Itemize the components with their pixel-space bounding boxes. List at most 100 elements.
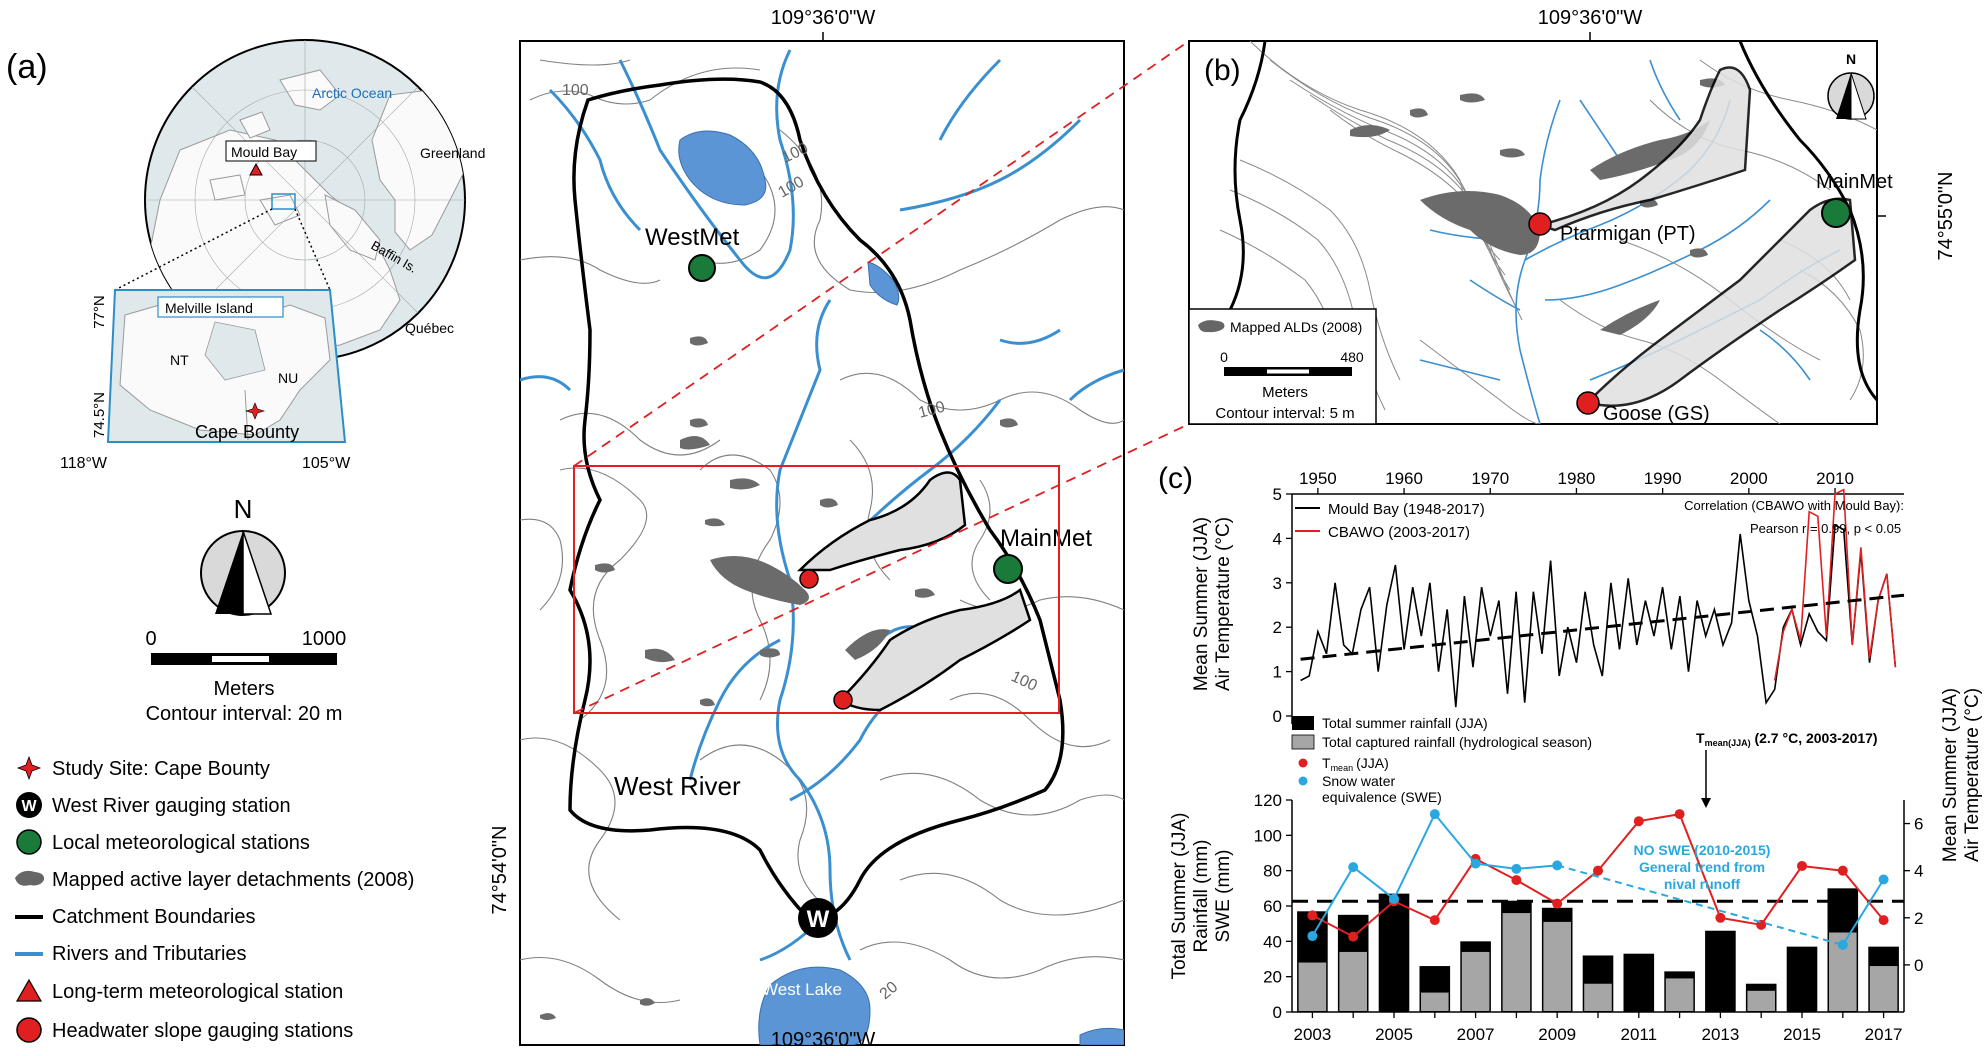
legend-label: Mapped active layer detachments (2008) — [52, 869, 414, 891]
panel-b: 109°36'0"W — [1188, 7, 1957, 425]
legend-label: Headwater slope gauging stations — [52, 1020, 353, 1042]
captured-rainfall-bar — [1339, 951, 1367, 1011]
panel-b-right-coordinate: 74°55'0"N — [1935, 172, 1957, 261]
panel-b-goose-icon — [1576, 391, 1600, 415]
cbawo-series-line — [1773, 488, 1897, 681]
west-lake-label: West Lake — [762, 980, 842, 999]
panel-b-mainmet-label: MainMet — [1816, 171, 1893, 193]
tmean-sub: mean — [1331, 763, 1354, 773]
main-map-bottom-coordinate: 109°36'0"W — [771, 1029, 876, 1051]
x-tick-label: 2017 — [1865, 1025, 1903, 1044]
right-tick-label: 4 — [1914, 862, 1923, 881]
tmean-t: T — [1322, 755, 1331, 771]
y-tick-label: 3 — [1273, 574, 1282, 593]
met-station-icon — [16, 829, 42, 855]
captured-legend-swatch — [1291, 734, 1315, 750]
panel-b-extent-box — [573, 465, 1060, 714]
zoom-connector-top — [573, 40, 1190, 467]
captured-rainfall-bar — [1502, 913, 1531, 1011]
zoom-connector-bottom — [573, 423, 1190, 714]
legend-label: Total summer rainfall (JJA) — [1322, 715, 1488, 731]
legend-label: West River gauging station — [52, 795, 291, 817]
mould-bay-label: Mould Bay — [231, 144, 297, 160]
mainmet-station-icon — [993, 554, 1023, 584]
legend-label: Tmean (JJA) — [1322, 755, 1389, 773]
cape-bounty-star-icon — [244, 402, 266, 420]
lat-77-label: 77°N — [91, 295, 108, 329]
tmean-note-sub: mean(JJA) — [1705, 738, 1751, 748]
x-tick-label: 1990 — [1644, 469, 1682, 488]
temperature-chart: 1950 1960 1970 1980 1990 2000 2010 0 1 2 3 4 5 — [1273, 469, 1905, 726]
swe-note-line: General trend from — [1639, 859, 1765, 875]
legend-label: Local meteorological stations — [52, 832, 310, 854]
legend-label: Total captured rainfall (hydrological se… — [1322, 734, 1592, 750]
legend-label: equivalence (SWE) — [1322, 789, 1442, 805]
y-tick-label: 0 — [1273, 707, 1282, 726]
nt-label: NT — [170, 352, 189, 368]
top-chart-axis-title: Mean Summer (JJA) Air Temperature (°C) — [1191, 517, 1234, 691]
tmean-point — [1674, 809, 1685, 820]
correlation-line-1: Correlation (CBAWO with Mould Bay): — [1684, 498, 1904, 513]
axis-title-line: Air Temperature (°C) — [1962, 688, 1983, 862]
left-tick-label: 0 — [1273, 1003, 1282, 1022]
rainfall-legend-swatch — [1292, 716, 1314, 730]
ptarmigan-catchment — [796, 471, 967, 572]
lon-118-label: 118°W — [60, 455, 108, 472]
x-tick-label: 2013 — [1701, 1025, 1739, 1044]
x-tick-label: 1970 — [1471, 469, 1509, 488]
swe-point — [1307, 931, 1318, 942]
panel-b-contour-label: Contour interval: 5 m — [1215, 405, 1354, 422]
captured-rainfall-bar — [1747, 990, 1775, 1011]
x-tick-label: 2000 — [1730, 469, 1768, 488]
tmean-point — [1797, 860, 1807, 871]
ptarmigan-label: Ptarmigan (PT) — [1560, 223, 1696, 245]
captured-rainfall-bar — [1584, 983, 1612, 1011]
tmean-point — [1878, 915, 1889, 926]
main-map-top-coordinate: 109°36'0"W — [771, 7, 876, 29]
ptarmigan-station-icon — [799, 569, 819, 589]
tmean-point — [1429, 915, 1440, 926]
panel-c: (c) Mean Summer (JJA) Air Temperature (°… — [1158, 462, 1983, 1044]
legend-label: Mould Bay (1948-2017) — [1328, 501, 1485, 518]
swe-note-line: nival runoff — [1664, 876, 1741, 892]
nu-label: NU — [278, 370, 298, 386]
panel-b-scale-unit: Meters — [1262, 384, 1308, 401]
x-tick-label: 2007 — [1457, 1025, 1495, 1044]
axis-title-line: Total Summer (JJA) — [1169, 813, 1190, 980]
tmean-point — [1307, 910, 1318, 921]
rainfall-bar — [1378, 893, 1410, 1012]
panel-b-alds — [1350, 78, 1725, 335]
bottom-chart-legend: Total summer rainfall (JJA) Total captur… — [1291, 715, 1592, 805]
captured-rainfall-bar — [1461, 951, 1490, 1011]
tmean-annotation: Tmean(JJA) (2.7 °C, 2003-2017) — [1696, 730, 1878, 748]
ald-icon — [1198, 320, 1225, 333]
scale-max-label: 1000 — [302, 628, 347, 650]
x-tick-label: 1980 — [1558, 469, 1596, 488]
rainfall-swe-chart: 0 20 40 60 80 100 120 0 2 4 6 2003 2005 2007 2009 2011 2… — [1254, 791, 1924, 1044]
left-tick-label: 60 — [1263, 897, 1282, 916]
swe-gap-line — [1556, 864, 1844, 946]
tmean-point — [1552, 898, 1563, 909]
x-tick-label: 2010 — [1816, 469, 1854, 488]
panel-a: (a) Arctic Ocean Greenland Baffin Is. — [6, 39, 485, 1043]
trend-line — [1300, 593, 1905, 661]
axis-title-line: Mean Summer (JJA) — [1940, 688, 1961, 862]
lon-105-label: 105°W — [302, 455, 351, 472]
legend-label: Snow water — [1322, 773, 1395, 789]
swe-note-line: NO SWE (2010-2015) — [1634, 842, 1771, 858]
legend-label: Study Site: Cape Bounty — [52, 758, 270, 780]
axis-title-line: SWE (mm) — [1213, 850, 1234, 943]
panel-b-ptarmigan-catchment — [1535, 66, 1752, 232]
slope-station-icon — [16, 1017, 42, 1043]
captured-rainfall-bar — [1298, 962, 1327, 1011]
x-tick-label: 2009 — [1538, 1025, 1576, 1044]
left-tick-label: 100 — [1254, 826, 1282, 845]
tmean-tail: (JJA) — [1356, 755, 1389, 771]
x-tick-label: 1950 — [1299, 469, 1337, 488]
tmean-note-rest: (2.7 °C, 2003-2017) — [1751, 730, 1878, 746]
axis-title-line: Air Temperature (°C) — [1213, 517, 1234, 691]
ald-icon — [15, 870, 45, 886]
gauge-letter: W — [807, 906, 830, 933]
y-tick-label: 4 — [1273, 529, 1282, 548]
